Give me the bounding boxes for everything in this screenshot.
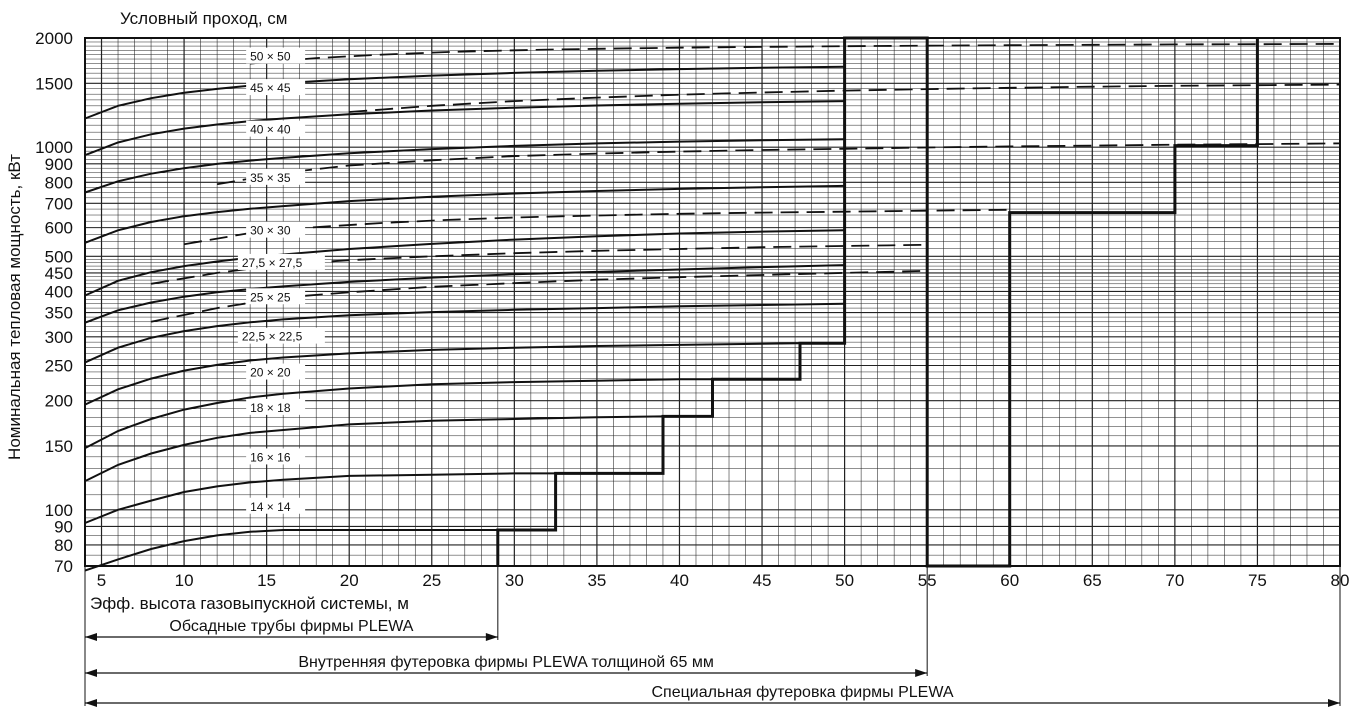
y-tick-label: 1500 — [35, 74, 73, 93]
y-tick-label: 80 — [54, 536, 73, 555]
y-tick-label: 250 — [45, 357, 73, 376]
series-line — [84, 100, 845, 157]
y-tick-label: 700 — [45, 194, 73, 213]
x-tick-label: 50 — [835, 571, 854, 590]
series-line — [84, 302, 845, 364]
plot-frame — [84, 37, 1341, 567]
tick-labels: 5 10 15 20 25 30 35 40 45 50 55 60 65 70 75 80708090100… — [35, 29, 1349, 590]
dashed-series-line — [250, 43, 1341, 65]
curve-label-bg — [246, 497, 306, 514]
y-tick-label: 100 — [45, 501, 73, 520]
range-label: Внутренняя футеровка фирмы PLEWA толщино… — [298, 654, 714, 671]
range-arrow-right — [915, 669, 928, 677]
curve-label-bg — [246, 221, 306, 238]
range-arrow-right — [485, 633, 498, 641]
dashed-series-line — [216, 142, 1341, 186]
y-tick-label: 800 — [45, 173, 73, 192]
y-tick-label: 200 — [45, 392, 73, 411]
x-tick-label: 40 — [670, 571, 689, 590]
series-line — [84, 472, 556, 524]
curve-label: 14 × 14 — [250, 500, 291, 514]
y-tick-label: 500 — [45, 247, 73, 266]
x-tick-label: 15 — [257, 571, 276, 590]
curve-label: 16 × 16 — [250, 450, 291, 464]
dashed-series-line — [183, 208, 1010, 246]
range-label: Обсадные трубы фирмы PLEWA — [169, 618, 413, 635]
limit-boundary-line — [496, 36, 1259, 568]
y-tick-label: 900 — [45, 155, 73, 174]
series-line — [84, 138, 845, 194]
x-tick-label: 30 — [505, 571, 524, 590]
y-tick-label: 350 — [45, 304, 73, 323]
chart-title: Условный проход, см — [120, 9, 287, 28]
curve-label-bg — [237, 253, 325, 270]
curve-label-bg — [246, 168, 306, 185]
axes — [84, 37, 1341, 567]
curve-label-bg — [246, 47, 306, 64]
range-label: Специальная футеровка фирмы PLEWA — [651, 684, 953, 701]
curve-label: 18 × 18 — [250, 401, 291, 415]
x-tick-label: 45 — [753, 571, 772, 590]
series-line — [84, 342, 801, 406]
series-line — [84, 184, 845, 244]
series-line — [84, 529, 498, 572]
curve-label: 45 × 45 — [250, 81, 291, 95]
series-line — [84, 378, 713, 449]
x-tick-label: 25 — [422, 571, 441, 590]
y-tick-label: 300 — [45, 328, 73, 347]
curves — [84, 65, 845, 572]
series-line — [84, 229, 845, 297]
curve-label: 30 × 30 — [250, 224, 291, 238]
curve-label: 35 × 35 — [250, 171, 291, 185]
curve-label-bg — [246, 120, 306, 137]
x-tick-label: 20 — [340, 571, 359, 590]
curve-label-bg — [246, 398, 306, 415]
x-axis-label: Эфф. высота газовыпускной системы, м — [90, 594, 409, 613]
curve-label-bg — [237, 327, 325, 344]
x-tick-label: 5 — [97, 571, 106, 590]
curve-label-bg — [246, 448, 306, 465]
series-line — [84, 65, 845, 120]
limit-boundary — [496, 36, 1259, 568]
curve-label: 25 × 25 — [250, 290, 291, 304]
x-tick-label: 35 — [587, 571, 606, 590]
series-line — [84, 264, 845, 324]
x-tick-label: 75 — [1248, 571, 1267, 590]
x-tick-label: 65 — [1083, 571, 1102, 590]
curve-label: 27,5 × 27,5 — [242, 256, 303, 270]
curve-label: 50 × 50 — [250, 50, 291, 64]
range-arrow-right — [1328, 699, 1340, 707]
curve-label-bg — [246, 288, 306, 305]
y-tick-label: 90 — [54, 517, 73, 536]
y-tick-label: 600 — [45, 219, 73, 238]
x-tick-label: 10 — [175, 571, 194, 590]
x-tick-label: 60 — [1000, 571, 1019, 590]
y-axis-label: Номинальная тепловая мощность, кВт — [5, 154, 24, 460]
curve-label-bg — [246, 79, 306, 96]
y-tick-label: 450 — [45, 264, 73, 283]
curve-label: 22,5 × 22,5 — [242, 330, 303, 344]
curve-labels: 14 × 14 16 × 16 18 × 18 20 × 20 22,5 × 22,5 2… — [237, 47, 325, 514]
curve-label: 20 × 20 — [250, 366, 291, 380]
curve-label-bg — [246, 363, 306, 380]
y-tick-label: 70 — [54, 557, 73, 576]
series-line — [84, 415, 664, 482]
range-spans: Обсадные трубы фирмы PLEWA Внутренняя фут… — [84, 566, 1341, 707]
range-arrow-left — [85, 633, 97, 641]
y-tick-label: 150 — [45, 437, 73, 456]
y-tick-label: 400 — [45, 282, 73, 301]
x-tick-label: 70 — [1165, 571, 1184, 590]
range-arrow-left — [85, 669, 97, 677]
y-tick-label: 1000 — [35, 138, 73, 157]
curve-label: 40 × 40 — [250, 123, 291, 137]
y-tick-label: 2000 — [35, 29, 73, 48]
range-arrow-left — [85, 699, 97, 707]
